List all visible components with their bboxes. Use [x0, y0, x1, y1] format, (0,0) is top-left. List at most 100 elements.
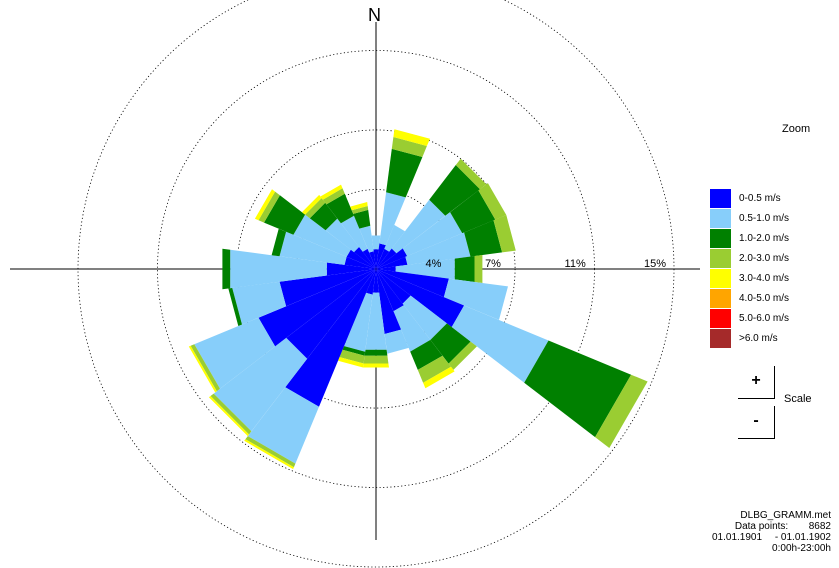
date-range-row: 01.01.1901 - 01.01.1902	[712, 532, 831, 543]
data-points-value: 8682	[808, 521, 831, 532]
wind-sectors	[188, 129, 648, 470]
sector-60-class-1	[402, 212, 463, 257]
ring-label-11: 11%	[565, 258, 586, 270]
date-from: 01.01.1901	[711, 532, 763, 543]
legend-swatch	[710, 289, 731, 308]
ring-label-4: 4%	[425, 258, 441, 270]
date-to: - 01.01.1902	[774, 532, 831, 543]
sector-255-class-1	[232, 281, 287, 325]
sector-225-class-0	[286, 269, 376, 359]
sector-330-class-4	[320, 184, 343, 200]
sector-270-class-2	[222, 248, 231, 290]
sector-60-class-0	[376, 248, 408, 269]
legend-swatch	[710, 269, 731, 288]
sector-15-class-3	[391, 137, 427, 157]
sector-285-class-0	[344, 256, 376, 269]
sector-30-class-0	[376, 248, 390, 269]
sector-90-class-3	[474, 255, 483, 283]
sector-240-class-1	[194, 317, 276, 389]
sector-60-class-2	[450, 190, 496, 234]
sector-165-class-0	[376, 269, 402, 334]
sector-345-class-3	[351, 206, 369, 214]
sector-240-class-3	[190, 344, 220, 392]
sector-60-class-3	[478, 183, 507, 220]
sector-45-class-3	[455, 158, 487, 190]
sector-180-class-0	[372, 269, 380, 293]
sector-90-class-0	[376, 266, 396, 272]
legend-label: 5.0-6.0 m/s	[739, 313, 790, 324]
scale-down-button[interactable]: -	[738, 406, 775, 439]
sector-225-class-3	[210, 393, 252, 435]
ring-label-7: 7%	[485, 258, 501, 270]
legend-label: 1.0-2.0 m/s	[739, 233, 790, 244]
sector-150-class-0	[376, 269, 404, 312]
sector-210-class-4	[244, 439, 294, 470]
sector-195-class-0	[366, 269, 376, 295]
sector-195-class-4	[338, 357, 364, 368]
sector-120-class-2	[524, 340, 632, 438]
sector-315-class-2	[309, 202, 338, 231]
ring-label-15: 15%	[644, 258, 666, 270]
sector-315-class-1	[325, 218, 360, 253]
sector-15-class-1	[379, 192, 406, 246]
sector-300-class-1	[293, 214, 351, 257]
sector-195-class-3	[339, 349, 365, 364]
sector-210-class-1	[247, 387, 319, 464]
sector-105-class-0	[376, 269, 449, 298]
scale-label: Scale	[784, 393, 812, 405]
sector-150-class-4	[423, 366, 455, 389]
sector-225-class-4	[208, 396, 249, 437]
sector-345-class-4	[350, 202, 368, 211]
radial-tick-labels: 4% 7% 11% 15%	[425, 258, 666, 270]
dataset-info: DLBG_GRAMM.met Data points: 8682 01.01.1…	[712, 510, 831, 554]
legend-swatch	[710, 209, 731, 228]
sector-255-class-0	[279, 269, 376, 307]
sector-150-class-1	[393, 305, 431, 352]
sector-0-class-1	[371, 235, 381, 250]
sector-330-class-3	[322, 188, 345, 205]
sector-135-class-3	[448, 341, 477, 370]
legend-label: 2.0-3.0 m/s	[739, 253, 790, 264]
sector-285-class-2	[271, 228, 287, 257]
sector-300-class-2	[264, 195, 306, 235]
legend-swatch	[710, 309, 731, 328]
sector-165-class-1	[384, 329, 409, 354]
legend-label: 3.0-4.0 m/s	[739, 273, 790, 284]
legend-swatch	[710, 189, 731, 208]
sector-300-class-3	[258, 191, 280, 223]
sector-180-class-1	[365, 292, 387, 350]
sector-345-class-1	[359, 225, 374, 253]
sector-0-class-0	[373, 249, 379, 269]
legend-label: >6.0 m/s	[739, 333, 778, 344]
legend-label: 4.0-5.0 m/s	[739, 293, 790, 304]
sector-45-class-0	[376, 248, 397, 269]
sector-135-class-1	[402, 295, 447, 340]
sector-30-class-1	[384, 224, 405, 252]
sector-180-class-4	[363, 363, 389, 368]
legend-swatch	[710, 249, 731, 268]
sector-180-class-2	[364, 349, 388, 356]
sector-315-class-4	[301, 194, 322, 215]
sector-45-class-2	[429, 165, 480, 216]
legend-label: 0.5-1.0 m/s	[739, 213, 790, 224]
sector-195-class-1	[344, 292, 373, 352]
zoom-label: Zoom	[782, 123, 811, 135]
data-points-row: Data points: 8682	[712, 521, 831, 532]
legend-label: 0-0.5 m/s	[739, 193, 781, 204]
scale-up-button[interactable]: +	[738, 366, 775, 399]
sector-75-class-2	[464, 220, 503, 257]
sector-270-class-0	[326, 262, 376, 276]
sector-15-class-4	[393, 129, 430, 146]
sector-270-class-1	[230, 249, 327, 289]
sector-150-class-2	[410, 339, 443, 370]
data-points-label: Data points:	[734, 521, 789, 532]
sector-240-class-4	[188, 345, 217, 393]
sector-120-class-3	[595, 374, 648, 448]
sector-195-class-2	[342, 346, 366, 356]
sector-75-class-0	[376, 256, 408, 269]
sector-15-class-2	[386, 148, 423, 198]
sector-330-class-1	[340, 215, 368, 252]
sector-210-class-0	[285, 269, 376, 407]
sector-135-class-0	[376, 269, 411, 304]
